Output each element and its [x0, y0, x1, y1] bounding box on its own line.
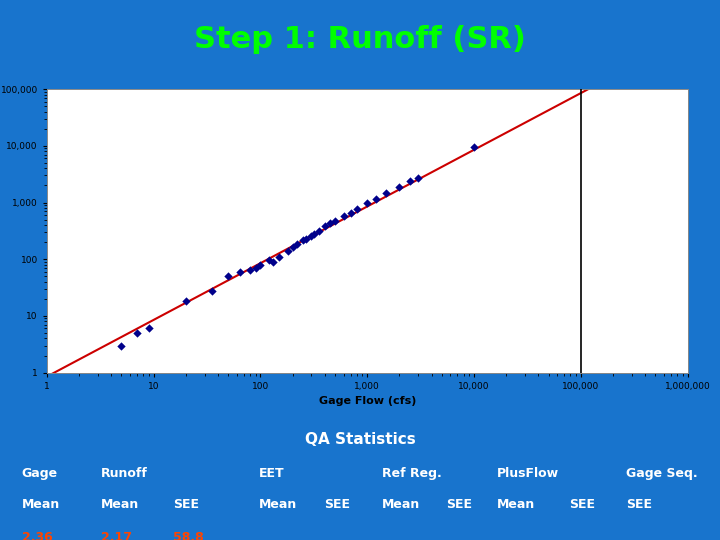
Text: Step 1: Runoff (SR): Step 1: Runoff (SR) [194, 25, 526, 53]
Point [180, 297, 192, 306]
Point [116, 341, 127, 350]
Text: 58.8: 58.8 [173, 531, 204, 540]
Text: Mean: Mean [497, 498, 535, 511]
Point [287, 242, 298, 251]
Point [291, 240, 302, 248]
Point [329, 216, 341, 225]
Point [370, 195, 382, 204]
Text: Mean: Mean [382, 498, 420, 511]
Text: Mean: Mean [22, 498, 60, 511]
Point [222, 272, 234, 281]
Text: PlusFlow: PlusFlow [497, 467, 559, 480]
Point [267, 258, 279, 266]
Point [394, 183, 405, 191]
Point [131, 329, 143, 338]
Point [297, 236, 309, 245]
Point [319, 222, 330, 231]
Text: Gage: Gage [22, 467, 58, 480]
Point [325, 219, 336, 227]
Point [206, 286, 217, 295]
Point [468, 143, 480, 151]
Point [361, 199, 373, 207]
Text: Ref Reg.: Ref Reg. [382, 467, 441, 480]
Point [143, 324, 155, 333]
Point [301, 235, 312, 244]
Text: SEE: SEE [324, 498, 350, 511]
Text: QA Statistics: QA Statistics [305, 432, 415, 447]
Point [312, 227, 324, 235]
Text: SEE: SEE [569, 498, 595, 511]
Text: EET: EET [259, 467, 285, 480]
Text: 2.17: 2.17 [101, 531, 132, 540]
Point [338, 212, 349, 221]
Text: 2.36: 2.36 [22, 531, 53, 540]
Text: Runoff: Runoff [101, 467, 148, 480]
Point [413, 174, 424, 183]
Point [250, 264, 261, 272]
Text: SEE: SEE [626, 498, 652, 511]
Text: SEE: SEE [173, 498, 199, 511]
Point [345, 209, 356, 218]
Point [305, 231, 317, 240]
Text: Mean: Mean [101, 498, 139, 511]
Point [235, 267, 246, 276]
Point [351, 205, 363, 214]
Text: SEE: SEE [446, 498, 472, 511]
Point [309, 230, 320, 239]
Point [255, 260, 266, 269]
Point [244, 266, 256, 274]
Point [282, 247, 294, 255]
X-axis label: Gage Flow (cfs): Gage Flow (cfs) [318, 396, 416, 406]
Point [274, 253, 285, 261]
Text: Mean: Mean [259, 498, 297, 511]
Point [263, 256, 274, 265]
Point [380, 189, 392, 198]
Text: Gage Seq.: Gage Seq. [626, 467, 698, 480]
Point [404, 177, 415, 185]
